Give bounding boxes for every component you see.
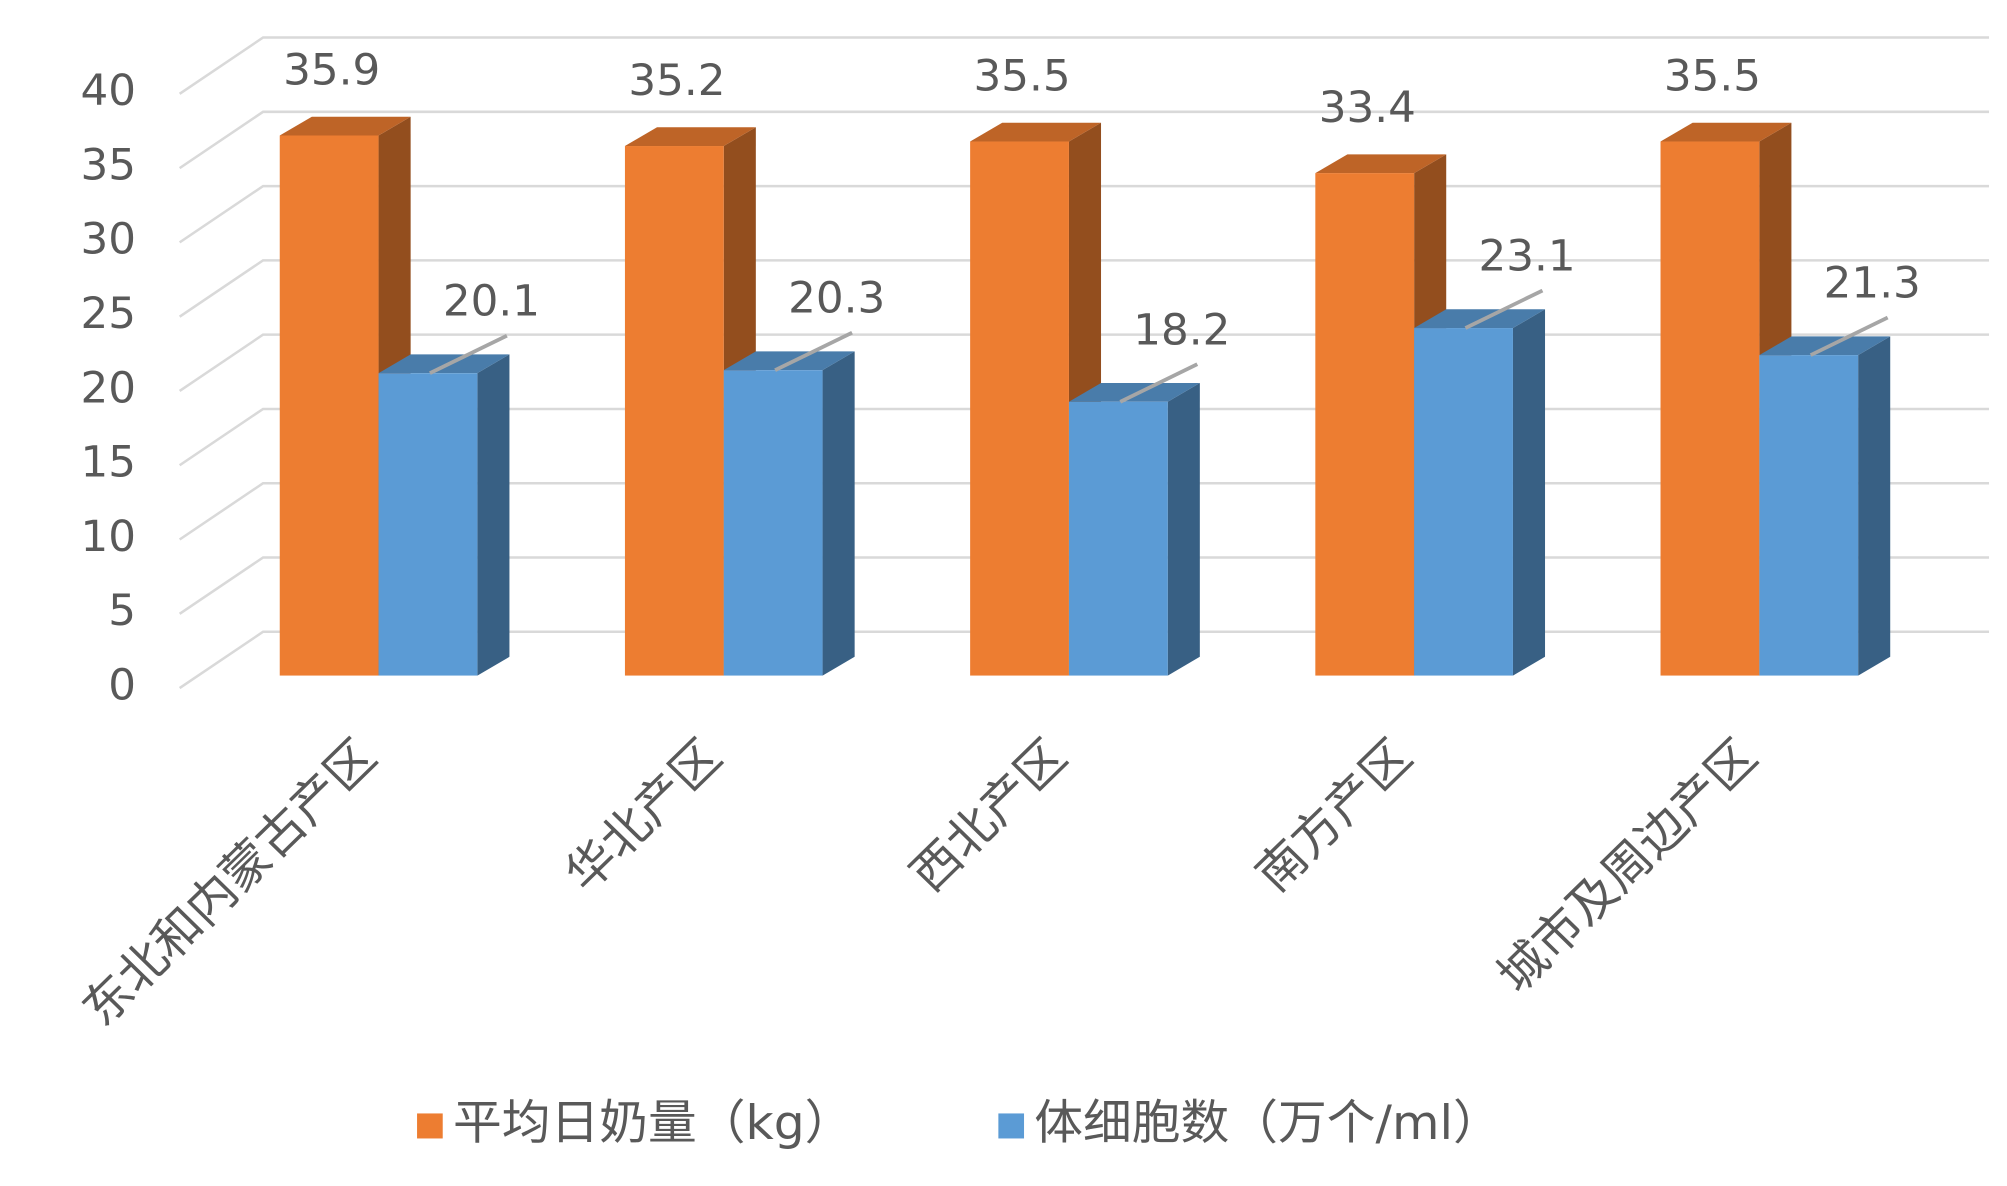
bar-side bbox=[822, 351, 855, 676]
bar-front bbox=[378, 373, 478, 676]
bar-top bbox=[279, 116, 411, 136]
legend-label: 平均日奶量（kg） bbox=[453, 1095, 853, 1150]
y-tick-label: 30 bbox=[81, 215, 137, 264]
data-label: 35.9 bbox=[283, 46, 380, 95]
legend-swatch bbox=[417, 1113, 443, 1139]
bar-front bbox=[970, 141, 1069, 676]
bar bbox=[1414, 309, 1546, 676]
y-tick-label: 0 bbox=[108, 661, 136, 710]
bar-front bbox=[1315, 173, 1415, 676]
legend-swatch bbox=[998, 1113, 1025, 1139]
x-tick-label: 东北和内蒙古产区 bbox=[72, 729, 388, 1037]
leader-line bbox=[1809, 315, 1889, 357]
y-tick-label: 20 bbox=[81, 364, 137, 413]
bar bbox=[378, 354, 510, 676]
data-label: 33.4 bbox=[1319, 83, 1416, 132]
leader-line bbox=[774, 330, 853, 372]
bar-front bbox=[624, 146, 724, 676]
data-label: 35.5 bbox=[974, 52, 1071, 101]
leader-line bbox=[1119, 362, 1199, 404]
bar-front bbox=[723, 370, 823, 676]
x-tick-label: 城市及周边产区 bbox=[1487, 729, 1768, 1003]
x-tick-label: 华北产区 bbox=[555, 729, 733, 903]
data-label: 23.1 bbox=[1478, 232, 1575, 281]
data-label: 35.2 bbox=[628, 56, 725, 105]
bar-front bbox=[1414, 328, 1513, 676]
grid-line bbox=[178, 110, 1990, 170]
bar-front bbox=[279, 135, 379, 676]
bar-front bbox=[1759, 355, 1859, 676]
grid-line bbox=[178, 36, 1990, 95]
bar-top bbox=[378, 354, 510, 374]
bar bbox=[1759, 336, 1891, 676]
bar-top bbox=[624, 127, 756, 147]
data-label: 20.3 bbox=[788, 274, 885, 323]
y-tick-label: 15 bbox=[81, 438, 137, 487]
x-tick-label: 南方产区 bbox=[1245, 729, 1423, 903]
y-tick-label: 35 bbox=[81, 141, 137, 190]
bar-side bbox=[1858, 336, 1891, 676]
bar-front bbox=[1068, 401, 1168, 676]
y-tick-label: 5 bbox=[108, 587, 136, 636]
bar-top bbox=[1660, 122, 1792, 142]
bar-top bbox=[970, 122, 1102, 142]
bar-side bbox=[1512, 309, 1546, 676]
bar-top bbox=[723, 351, 855, 371]
bar-side bbox=[1167, 383, 1200, 676]
bar-top bbox=[1414, 309, 1546, 329]
data-label: 21.3 bbox=[1824, 259, 1921, 308]
data-label: 20.1 bbox=[443, 277, 540, 326]
bar-front bbox=[1660, 141, 1760, 676]
bar bbox=[1315, 154, 1447, 676]
y-tick-label: 10 bbox=[81, 512, 137, 561]
leader-line bbox=[429, 333, 508, 375]
data-label: 35.5 bbox=[1664, 52, 1761, 101]
legend-label: 体细胞数（万个/ml） bbox=[1034, 1095, 1501, 1150]
bar bbox=[1068, 383, 1200, 676]
bar-top bbox=[1068, 383, 1200, 402]
bar-side bbox=[477, 354, 510, 676]
leader-line bbox=[1464, 288, 1544, 330]
y-tick-label: 25 bbox=[81, 290, 137, 339]
bar bbox=[723, 351, 855, 676]
data-label: 18.2 bbox=[1133, 306, 1230, 355]
y-tick-label: 40 bbox=[81, 67, 137, 116]
bar-top bbox=[1315, 154, 1447, 174]
bar-top bbox=[1759, 336, 1891, 356]
x-tick-label: 西北产区 bbox=[900, 729, 1078, 903]
